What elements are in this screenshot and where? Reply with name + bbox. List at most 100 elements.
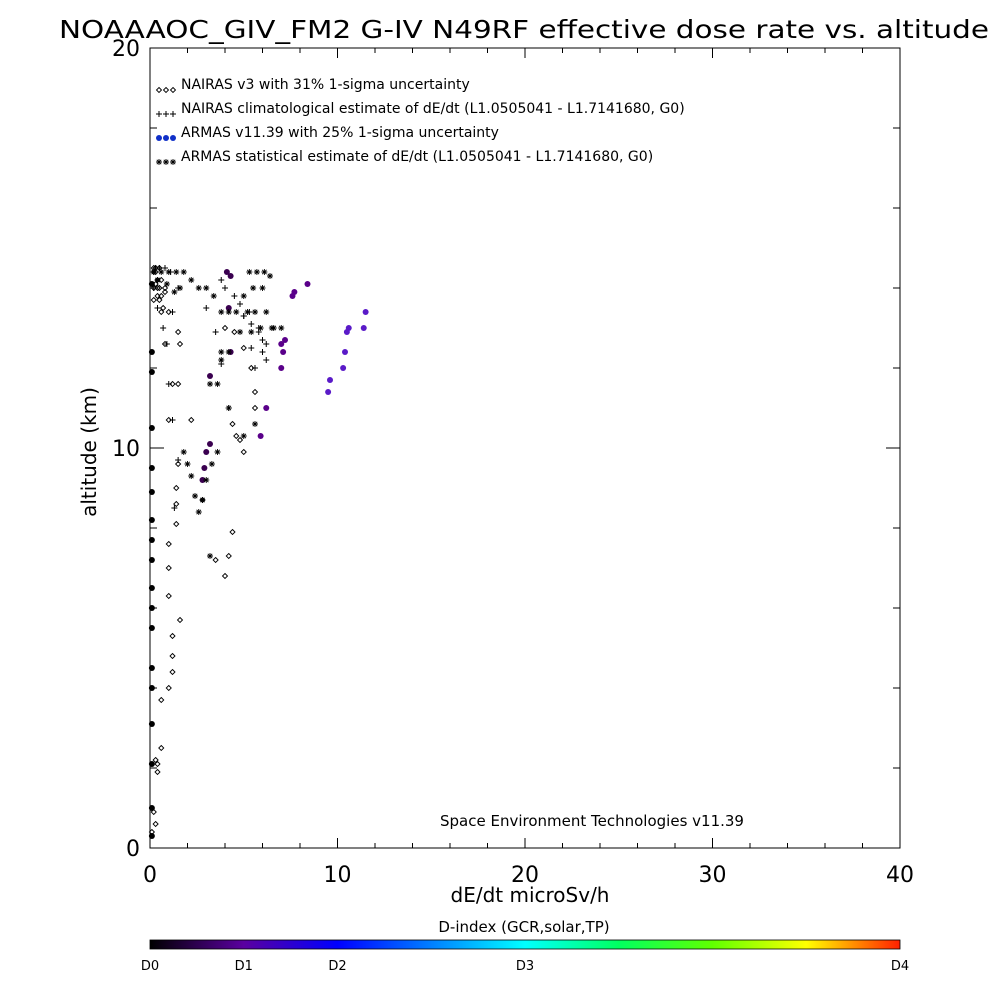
colorbar-label: D3	[516, 959, 534, 974]
data-point-diamond	[156, 284, 163, 292]
data-point-dot	[148, 557, 155, 563]
data-point-dot	[340, 365, 347, 371]
data-point-asterisk	[250, 285, 257, 291]
data-point-plus	[218, 277, 225, 283]
data-point-plus	[169, 417, 176, 423]
data-point-diamond	[169, 668, 176, 676]
data-point-plus	[162, 265, 168, 271]
data-point-asterisk	[207, 381, 213, 387]
legend-entry: NAIRAS v3 with 31% 1-sigma uncertainty	[155, 77, 470, 94]
data-point-asterisk	[246, 269, 253, 275]
legend-marker	[170, 159, 176, 165]
data-point-diamond	[173, 500, 180, 508]
data-point-diamond	[169, 652, 176, 660]
data-point-asterisk	[253, 269, 260, 275]
data-point-asterisk	[195, 509, 202, 515]
y-tick-label: 0	[126, 837, 140, 862]
data-point-dot	[201, 465, 208, 471]
data-point-plus	[154, 305, 161, 311]
data-point-asterisk	[240, 433, 247, 439]
data-point-plus	[175, 457, 182, 463]
legend-symbol-asterisk	[156, 159, 176, 165]
data-point-dot	[148, 761, 155, 767]
data-point-dot	[148, 833, 155, 839]
data-point-diamond	[154, 768, 161, 776]
data-point-diamond	[251, 388, 259, 396]
data-point-diamond	[165, 416, 172, 424]
data-point-diamond	[176, 616, 184, 624]
data-point-asterisk	[263, 309, 270, 315]
data-point-asterisk	[252, 421, 258, 427]
data-point-dot	[360, 325, 367, 331]
series-diamond	[148, 264, 259, 836]
data-point-dot	[148, 369, 155, 375]
data-point-diamond	[165, 684, 172, 692]
x-tick-label: 0	[143, 863, 157, 888]
data-point-dot	[207, 441, 213, 447]
data-point-dot	[148, 585, 155, 591]
data-point-diamond	[152, 756, 159, 764]
legend-label: ARMAS v11.39 with 25% 1-sigma uncertaint…	[181, 125, 499, 141]
colorbar-labels: D0 D1 D2 D3 D4	[141, 959, 909, 974]
data-point-dot	[278, 365, 285, 371]
data-point-diamond	[173, 520, 180, 528]
data-point-asterisk	[165, 269, 172, 275]
data-point-plus	[259, 349, 266, 355]
data-point-diamond	[169, 380, 176, 388]
x-tick-label: 10	[324, 863, 352, 888]
x-axis-label: dE/dt microSv/h	[451, 883, 610, 907]
data-point-asterisk	[203, 477, 210, 483]
data-point-plus	[212, 329, 219, 335]
data-point-asterisk	[210, 293, 217, 299]
data-point-dot	[203, 449, 210, 455]
data-point-diamond	[174, 380, 182, 388]
legend: NAIRAS v3 with 31% 1-sigma uncertainty NA…	[155, 77, 685, 165]
data-point-asterisk	[214, 381, 221, 387]
data-point-diamond	[229, 420, 236, 428]
data-point-plus	[160, 325, 167, 331]
data-point-diamond	[158, 744, 165, 752]
data-point-diamond	[154, 292, 161, 300]
data-point-plus	[203, 305, 210, 311]
data-point-asterisk	[240, 293, 247, 299]
data-point-dot	[291, 289, 298, 295]
data-point-dot	[280, 349, 287, 355]
colorbar-label: D0	[141, 959, 159, 974]
colorbar-label: D4	[891, 959, 909, 974]
data-point-plus	[259, 337, 266, 343]
data-point-diamond	[174, 460, 182, 468]
data-point-asterisk	[278, 325, 285, 331]
legend-marker	[156, 159, 162, 165]
data-point-asterisk	[208, 461, 215, 467]
data-point-diamond	[221, 572, 229, 580]
data-point-dot	[148, 625, 155, 631]
data-point-diamond	[161, 284, 169, 292]
data-point-asterisk	[177, 285, 183, 291]
data-point-asterisk	[225, 349, 232, 355]
legend-marker	[155, 86, 163, 94]
data-point-dot	[362, 309, 369, 315]
data-point-dot	[225, 305, 232, 311]
data-point-diamond	[154, 284, 161, 292]
data-point-plus	[231, 293, 238, 299]
legend-entry: ARMAS statistical estimate of dE/dt (L1.…	[156, 149, 653, 165]
data-point-diamond	[229, 528, 236, 536]
data-point-asterisk	[207, 553, 213, 559]
data-point-asterisk	[192, 493, 198, 499]
legend-entry: NAIRAS climatological estimate of dE/dt …	[156, 101, 685, 117]
data-point-diamond	[169, 632, 176, 640]
data-point-diamond	[188, 416, 195, 424]
data-point-diamond	[233, 432, 240, 440]
data-point-plus	[263, 357, 270, 363]
axes: 0 10 20 30 40 0 10 20	[112, 37, 914, 888]
data-point-diamond	[176, 340, 184, 348]
colorbar-title: D-index (GCR,solar,TP)	[438, 918, 609, 936]
data-point-dot	[148, 349, 155, 355]
data-point-asterisk	[261, 269, 268, 275]
series-dot	[148, 269, 369, 839]
legend-symbol-diamond	[155, 86, 177, 94]
data-point-plus	[248, 345, 255, 351]
data-point-asterisk	[203, 285, 210, 291]
series-layer	[148, 264, 369, 839]
